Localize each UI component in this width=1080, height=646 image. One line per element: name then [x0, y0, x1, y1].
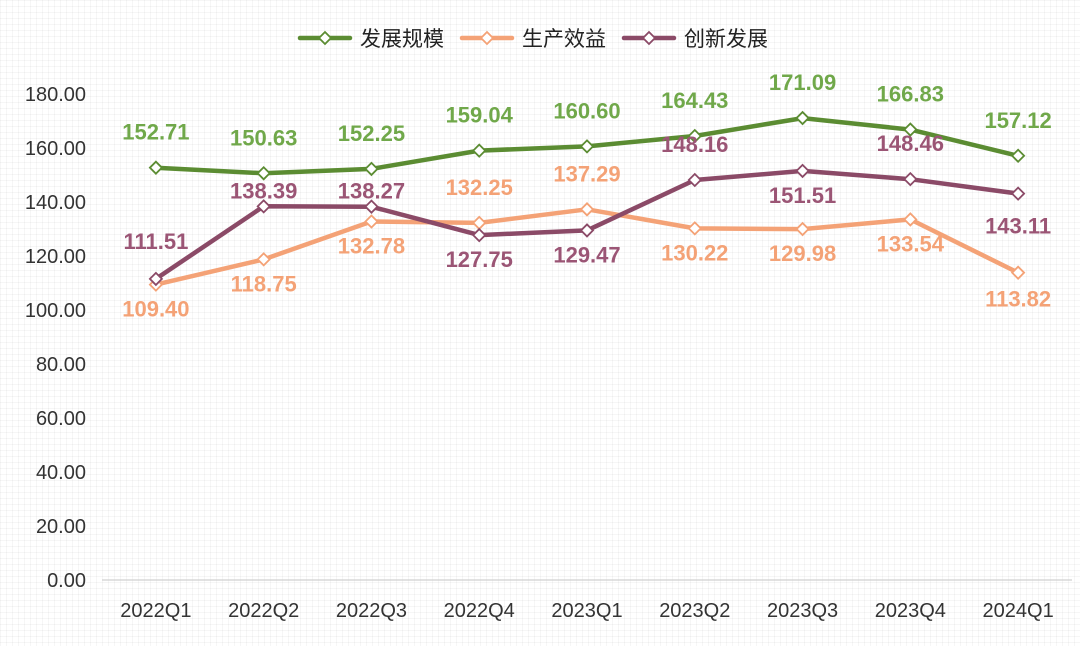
data-label: 166.83	[877, 82, 944, 107]
data-label: 130.22	[661, 240, 728, 265]
data-point-marker	[795, 221, 810, 237]
x-tick-label: 2023Q1	[551, 600, 622, 622]
x-tick-label: 2022Q1	[120, 600, 191, 622]
data-label: 157.12	[984, 108, 1051, 133]
x-tick-label: 2022Q2	[228, 600, 299, 622]
data-point-marker	[471, 227, 487, 243]
x-tick-label: 2023Q3	[767, 600, 838, 622]
data-label: 164.43	[661, 88, 728, 113]
data-point-marker	[148, 160, 164, 175]
data-label: 159.04	[446, 103, 514, 128]
data-label: 138.39	[230, 178, 297, 203]
data-label: 129.98	[769, 241, 836, 266]
legend-swatch-marker	[479, 30, 495, 46]
data-point-marker	[148, 271, 164, 287]
data-label: 132.25	[446, 175, 513, 200]
legend-swatch-marker	[641, 30, 657, 46]
data-point-marker	[1010, 148, 1026, 164]
data-label: 152.71	[122, 120, 189, 145]
y-tick-label: 80.00	[36, 354, 86, 376]
data-point-marker	[687, 172, 703, 188]
data-point-marker	[364, 214, 379, 229]
data-label: 148.46	[877, 131, 944, 156]
data-label: 148.16	[661, 132, 728, 157]
y-tick-label: 60.00	[36, 408, 86, 430]
data-label: 171.09	[769, 70, 836, 95]
legend-label: 发展规模	[360, 28, 444, 51]
series-markers	[148, 110, 1026, 292]
data-point-marker	[687, 128, 703, 144]
data-label: 151.51	[769, 183, 836, 208]
data-point-marker	[687, 221, 703, 236]
data-point-marker	[364, 199, 379, 214]
data-point-marker	[579, 202, 595, 217]
data-label: 118.75	[231, 271, 297, 296]
data-point-marker	[256, 199, 271, 214]
y-tick-label: 100.00	[25, 300, 86, 322]
data-point-marker	[903, 171, 918, 187]
x-tick-label: 2024Q1	[983, 600, 1054, 622]
data-point-marker	[364, 161, 379, 177]
data-point-marker	[256, 252, 271, 267]
data-labels: 152.71 150.63 152.25 159.04 160.60 164.43 171.…	[122, 70, 1052, 322]
data-label: 109.40	[122, 297, 189, 322]
data-label: 127.75	[446, 247, 513, 272]
data-point-marker	[903, 212, 918, 227]
legend-label: 生产效益	[522, 28, 606, 51]
data-label: 132.78	[338, 233, 405, 258]
data-label: 133.54	[877, 231, 945, 256]
data-label: 152.25	[338, 121, 405, 146]
data-point-marker	[471, 215, 487, 231]
data-point-marker	[1010, 265, 1026, 280]
data-point-marker	[795, 110, 810, 126]
data-label: 129.47	[553, 242, 620, 267]
data-label: 150.63	[230, 125, 297, 150]
y-tick-label: 160.00	[25, 138, 86, 160]
legend: 发展规模 生产效益 创新发展	[297, 28, 768, 51]
data-point-marker	[1010, 186, 1026, 201]
data-label: 113.82	[985, 287, 1051, 312]
data-point-marker	[903, 122, 918, 137]
x-tick-label: 2023Q4	[875, 600, 946, 622]
data-point-marker	[579, 223, 595, 238]
data-label: 138.27	[338, 179, 405, 204]
legend-swatch-marker	[317, 30, 333, 46]
x-tick-label: 2022Q4	[444, 600, 515, 622]
data-point-marker	[579, 139, 595, 154]
data-point-marker	[471, 143, 487, 158]
data-label: 143.11	[985, 214, 1051, 239]
data-label: 160.60	[553, 98, 620, 123]
data-point-marker	[795, 163, 810, 179]
data-label: 111.51	[123, 229, 188, 254]
y-tick-label: 120.00	[25, 246, 86, 268]
x-tick-label: 2023Q2	[659, 600, 730, 622]
x-tick-label: 2022Q3	[336, 600, 407, 622]
y-tick-label: 180.00	[25, 84, 86, 106]
y-tick-label: 0.00	[47, 570, 86, 592]
data-label: 137.29	[553, 161, 620, 186]
legend-label: 创新发展	[684, 28, 768, 51]
y-tick-label: 20.00	[36, 516, 86, 538]
axis-layer: 0.00 20.00 40.00 60.00 80.00 100.00 120.00 140.…	[25, 84, 1072, 622]
y-tick-label: 140.00	[25, 192, 86, 214]
y-tick-label: 40.00	[36, 462, 86, 484]
data-point-marker	[256, 166, 271, 181]
